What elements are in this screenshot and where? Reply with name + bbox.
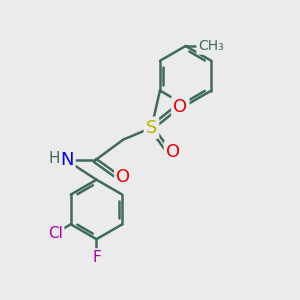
Text: F: F <box>92 250 101 265</box>
Text: N: N <box>60 152 74 169</box>
Text: O: O <box>166 143 180 161</box>
Text: O: O <box>116 168 130 186</box>
Text: CH₃: CH₃ <box>198 39 224 53</box>
Text: Cl: Cl <box>48 226 63 242</box>
Text: S: S <box>146 119 157 137</box>
Text: O: O <box>173 98 188 116</box>
Text: H: H <box>49 151 60 166</box>
